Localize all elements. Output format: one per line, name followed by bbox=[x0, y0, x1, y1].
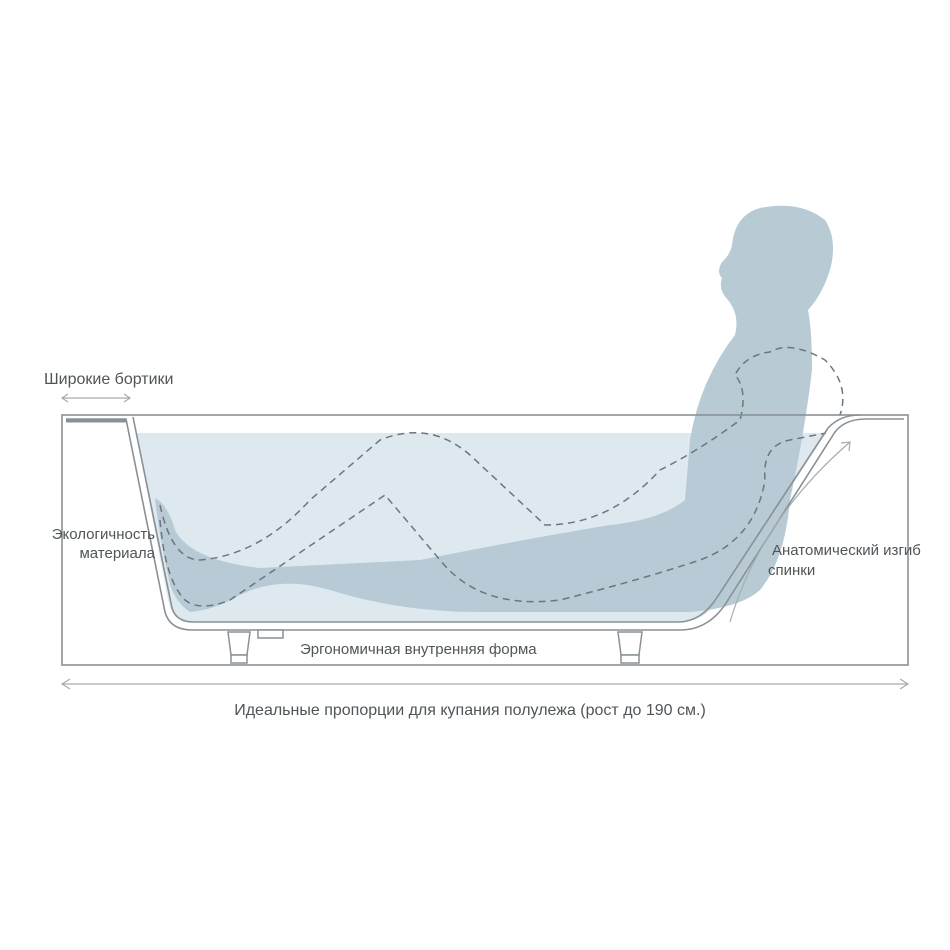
wide-rims-label: Широкие бортики bbox=[44, 371, 174, 388]
bathtub-outline bbox=[61, 414, 909, 666]
length-arrow-icon bbox=[60, 678, 910, 690]
ideal-proportions-label: Идеальные пропорции для купания полулежа… bbox=[234, 702, 706, 719]
wide-rims-arrow-icon bbox=[60, 393, 132, 403]
eco-material-label-line1: Экологичность bbox=[52, 526, 155, 543]
person-silhouette bbox=[155, 205, 834, 612]
dashed-pose-outline bbox=[159, 346, 844, 607]
ergonomic-shape-label: Эргономичная внутренняя форма bbox=[300, 641, 537, 658]
bathtub-feet bbox=[227, 629, 643, 664]
anatomic-back-label-line2: спинки bbox=[768, 562, 815, 579]
anatomic-back-label-line1: Анатомический изгиб bbox=[772, 542, 921, 559]
eco-material-label-line2: материала bbox=[79, 545, 155, 562]
back-curve-arrow-icon bbox=[729, 441, 851, 623]
